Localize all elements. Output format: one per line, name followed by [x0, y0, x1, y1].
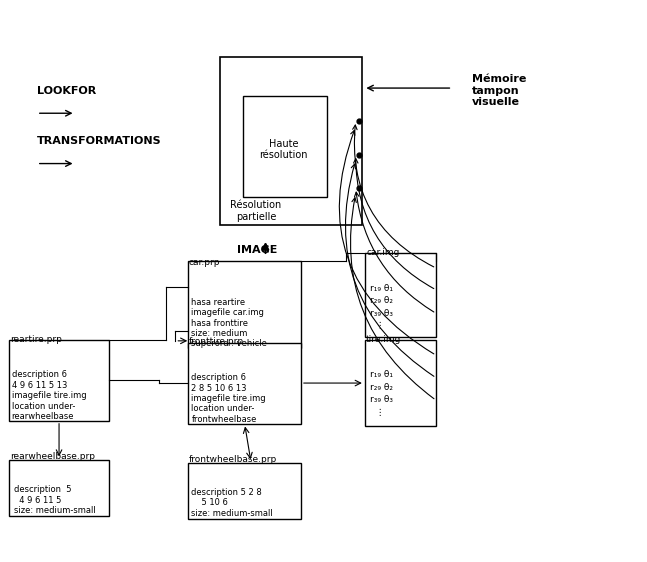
Text: r₁₉ θ₁
r₂₉ θ₂
r₃₉ θ₃
  ⋮: r₁₉ θ₁ r₂₉ θ₂ r₃₉ θ₃ ⋮ — [370, 284, 393, 330]
Text: fronttire.prp: fronttire.prp — [189, 337, 244, 346]
FancyBboxPatch shape — [188, 463, 301, 519]
Text: description 6
4 9 6 11 5 13
imagefile tire.img
location under-
rearwheelbase: description 6 4 9 6 11 5 13 imagefile ti… — [12, 370, 86, 421]
Text: car.prp: car.prp — [189, 258, 221, 267]
FancyArrowPatch shape — [351, 198, 434, 399]
FancyBboxPatch shape — [188, 261, 301, 348]
Text: hasa reartire
imagefile car.img
hasa fronttire
size: medium
superord : vehicle: hasa reartire imagefile car.img hasa fro… — [192, 298, 267, 348]
Text: car.img: car.img — [366, 248, 399, 257]
FancyBboxPatch shape — [9, 460, 109, 516]
FancyArrowPatch shape — [339, 130, 434, 354]
Text: description 5 2 8
    5 10 6
size: medium-small: description 5 2 8 5 10 6 size: medium-sm… — [192, 488, 273, 518]
Text: TRANSFORMATIONS: TRANSFORMATIONS — [37, 136, 162, 146]
Text: Haute
résolution: Haute résolution — [259, 139, 308, 160]
Text: Mémoire
tampon
visuelle: Mémoire tampon visuelle — [472, 74, 526, 107]
Text: Résolution
partielle: Résolution partielle — [230, 200, 281, 222]
Text: reartire.prp: reartire.prp — [10, 334, 61, 343]
Text: r₁₉ θ₁
r₂₉ θ₂
r₃₉ θ₃
  ⋮: r₁₉ θ₁ r₂₉ θ₂ r₃₉ θ₃ ⋮ — [370, 370, 393, 417]
FancyArrowPatch shape — [353, 125, 433, 267]
FancyBboxPatch shape — [243, 97, 327, 197]
Text: IMAGE: IMAGE — [237, 245, 277, 255]
Text: description  5
  4 9 6 11 5
size: medium-small: description 5 4 9 6 11 5 size: medium-sm… — [14, 485, 96, 515]
FancyArrowPatch shape — [353, 158, 433, 289]
Text: LOOKFOR: LOOKFOR — [37, 86, 96, 96]
Text: tire.img: tire.img — [366, 334, 401, 343]
Text: description 6
2 8 5 10 6 13
imagefile tire.img
location under-
frontwheelbase: description 6 2 8 5 10 6 13 imagefile ti… — [192, 373, 266, 424]
Text: rearwheelbase.prp: rearwheelbase.prp — [10, 452, 94, 461]
FancyBboxPatch shape — [9, 339, 109, 421]
Text: frontwheelbase.prp: frontwheelbase.prp — [189, 455, 277, 464]
FancyBboxPatch shape — [221, 57, 362, 225]
FancyBboxPatch shape — [366, 339, 436, 427]
FancyBboxPatch shape — [366, 253, 436, 337]
FancyArrowPatch shape — [355, 192, 434, 312]
FancyBboxPatch shape — [188, 342, 301, 424]
FancyArrowPatch shape — [345, 164, 434, 377]
